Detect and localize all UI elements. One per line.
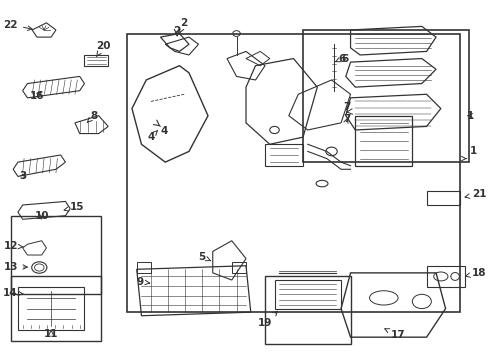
- Text: 14: 14: [3, 288, 24, 297]
- Text: 2: 2: [180, 18, 188, 33]
- Text: 9: 9: [137, 277, 150, 287]
- Text: 20: 20: [96, 41, 111, 56]
- Text: 4: 4: [161, 126, 168, 136]
- Text: 22: 22: [3, 19, 32, 30]
- Text: 1: 1: [470, 147, 478, 157]
- Text: 21: 21: [465, 189, 486, 199]
- Text: 8: 8: [87, 111, 98, 122]
- Text: 18: 18: [466, 268, 486, 278]
- Text: 16: 16: [30, 91, 44, 101]
- Text: 3: 3: [19, 171, 26, 181]
- Text: 13: 13: [3, 262, 27, 272]
- Text: 2: 2: [173, 26, 181, 36]
- Bar: [265, 276, 350, 344]
- Text: 5: 5: [198, 252, 211, 262]
- Text: 7: 7: [343, 114, 351, 124]
- Bar: [127, 33, 460, 312]
- Bar: [11, 276, 101, 341]
- Bar: [303, 30, 469, 162]
- Text: 4: 4: [147, 131, 158, 142]
- Text: 6: 6: [341, 54, 348, 64]
- Text: 12: 12: [3, 241, 24, 251]
- Text: 7: 7: [343, 102, 351, 112]
- Text: 15: 15: [64, 202, 85, 212]
- Text: 1: 1: [467, 111, 474, 121]
- Text: 19: 19: [258, 311, 277, 328]
- Text: 10: 10: [34, 211, 49, 221]
- Text: 6: 6: [336, 54, 346, 64]
- Bar: [11, 216, 101, 294]
- Text: 17: 17: [385, 329, 405, 341]
- Text: 11: 11: [44, 329, 58, 339]
